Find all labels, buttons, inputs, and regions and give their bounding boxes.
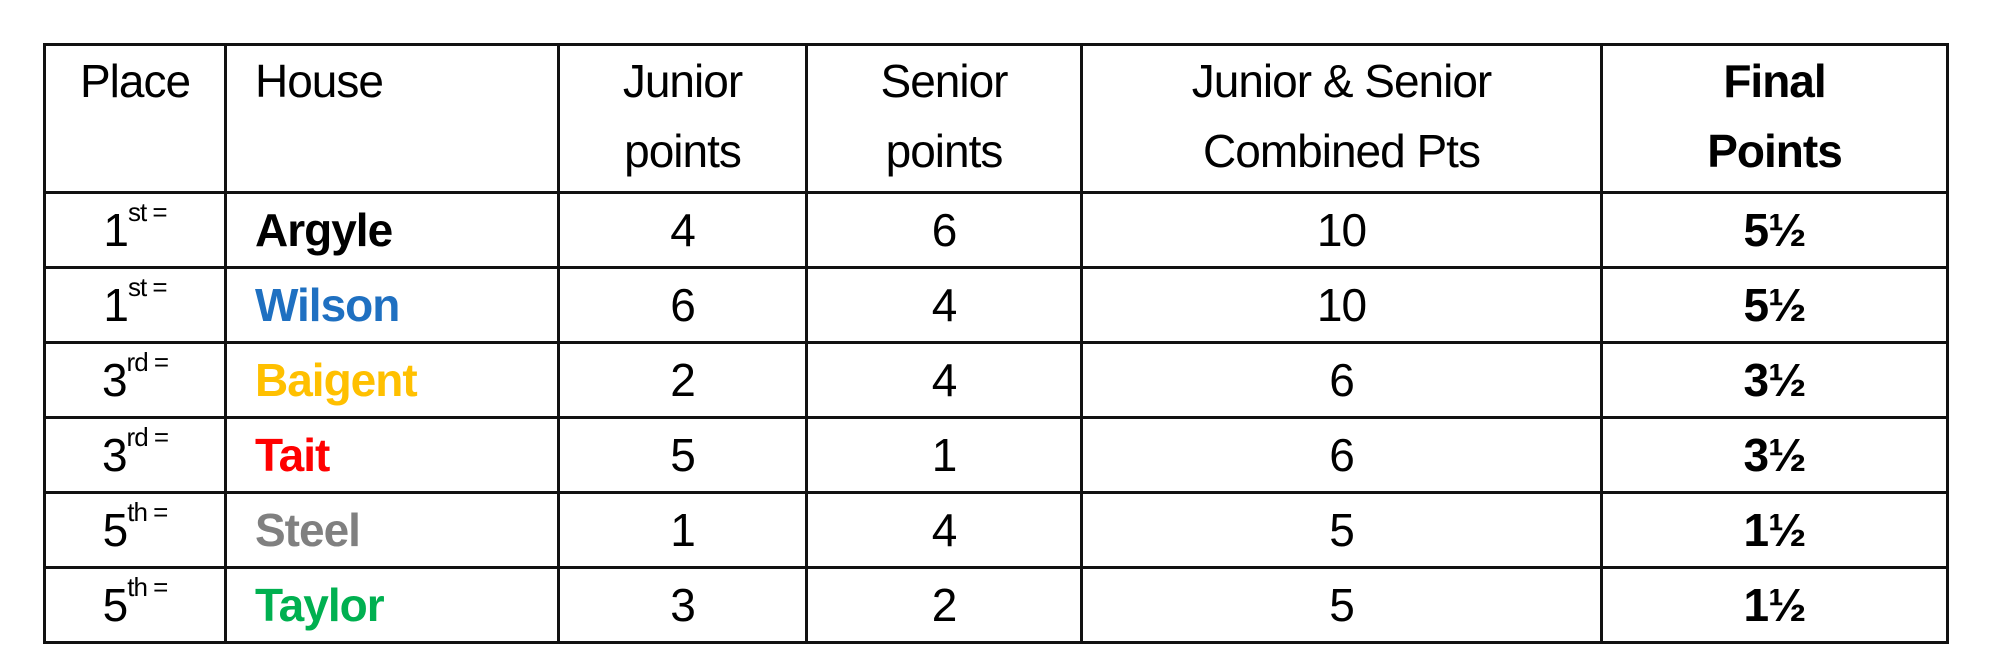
place-cell: 1st = — [43, 191, 227, 269]
house-name: Steel — [255, 504, 361, 556]
place-suffix: st = — [127, 272, 168, 302]
final-points-cell: 1½ — [1600, 491, 1949, 569]
place-cell: 3rd = — [43, 416, 227, 494]
house-name: Argyle — [255, 204, 393, 256]
header-combined-line2: Combined Pts — [1203, 125, 1481, 177]
header-senior-line1: Senior — [880, 55, 1009, 107]
junior-points-cell: 4 — [557, 191, 808, 269]
place-suffix: st = — [127, 197, 168, 227]
combined-points-cell: 6 — [1080, 416, 1603, 494]
junior-points-cell: 6 — [557, 266, 808, 344]
combined-points-cell: 5 — [1080, 566, 1603, 644]
junior-points-cell: 1 — [557, 491, 808, 569]
place-cell: 5th = — [43, 566, 227, 644]
table-row: 5th = Taylor 3 2 5 1½ — [43, 566, 1949, 644]
house-name: Tait — [255, 429, 330, 481]
header-house-label: House — [255, 55, 384, 107]
senior-points-cell: 4 — [805, 266, 1083, 344]
junior-points-cell: 2 — [557, 341, 808, 419]
header-place-label: Place — [79, 55, 191, 107]
header-combined-line1: Junior & Senior — [1191, 55, 1492, 107]
house-cell: Wilson — [224, 266, 560, 344]
header-house: House — [224, 43, 560, 194]
table-row: 5th = Steel 1 4 5 1½ — [43, 491, 1949, 569]
combined-points-cell: 6 — [1080, 341, 1603, 419]
place-suffix: th = — [127, 572, 168, 602]
place-suffix: rd = — [126, 347, 170, 377]
header-place: Place — [43, 43, 227, 194]
table-row: 3rd = Tait 5 1 6 3½ — [43, 416, 1949, 494]
table-row: 3rd = Baigent 2 4 6 3½ — [43, 341, 1949, 419]
senior-points-cell: 1 — [805, 416, 1083, 494]
header-final: Final Points — [1600, 43, 1949, 194]
place-number: 3 — [101, 354, 128, 406]
place-number: 1 — [103, 204, 129, 256]
senior-points-cell: 4 — [805, 341, 1083, 419]
table-row: 1st = Wilson 6 4 10 5½ — [43, 266, 1949, 344]
place-suffix: rd = — [126, 422, 170, 452]
header-junior-line2: points — [624, 125, 742, 177]
final-points-cell: 1½ — [1600, 566, 1949, 644]
header-final-line2: Points — [1707, 125, 1843, 177]
senior-points-cell: 4 — [805, 491, 1083, 569]
place-cell: 1st = — [43, 266, 227, 344]
house-cell: Argyle — [224, 191, 560, 269]
final-points-cell: 3½ — [1600, 341, 1949, 419]
place-number: 3 — [101, 429, 128, 481]
final-points-cell: 3½ — [1600, 416, 1949, 494]
header-junior-line1: Junior — [622, 55, 743, 107]
house-points-table: Place House Junior points Senior points Ju… — [43, 43, 1949, 644]
combined-points-cell: 10 — [1080, 191, 1603, 269]
place-cell: 5th = — [43, 491, 227, 569]
place-suffix: th = — [127, 497, 168, 527]
place-number: 5 — [102, 579, 129, 631]
house-name: Baigent — [255, 354, 418, 406]
place-number: 5 — [102, 504, 129, 556]
house-name: Wilson — [255, 279, 400, 331]
house-cell: Taylor — [224, 566, 560, 644]
house-cell: Baigent — [224, 341, 560, 419]
header-senior-line2: points — [885, 125, 1004, 177]
place-cell: 3rd = — [43, 341, 227, 419]
house-cell: Tait — [224, 416, 560, 494]
house-cell: Steel — [224, 491, 560, 569]
header-combined: Junior & Senior Combined Pts — [1080, 43, 1603, 194]
header-row: Place House Junior points Senior points Ju… — [43, 43, 1949, 194]
final-points-cell: 5½ — [1600, 266, 1949, 344]
header-senior: Senior points — [805, 43, 1083, 194]
table-row: 1st = Argyle 4 6 10 5½ — [43, 191, 1949, 269]
junior-points-cell: 3 — [557, 566, 808, 644]
combined-points-cell: 10 — [1080, 266, 1603, 344]
final-points-cell: 5½ — [1600, 191, 1949, 269]
place-number: 1 — [103, 279, 129, 331]
junior-points-cell: 5 — [557, 416, 808, 494]
house-name: Taylor — [255, 579, 385, 631]
combined-points-cell: 5 — [1080, 491, 1603, 569]
header-final-line1: Final — [1723, 55, 1826, 107]
senior-points-cell: 2 — [805, 566, 1083, 644]
header-junior: Junior points — [557, 43, 808, 194]
senior-points-cell: 6 — [805, 191, 1083, 269]
